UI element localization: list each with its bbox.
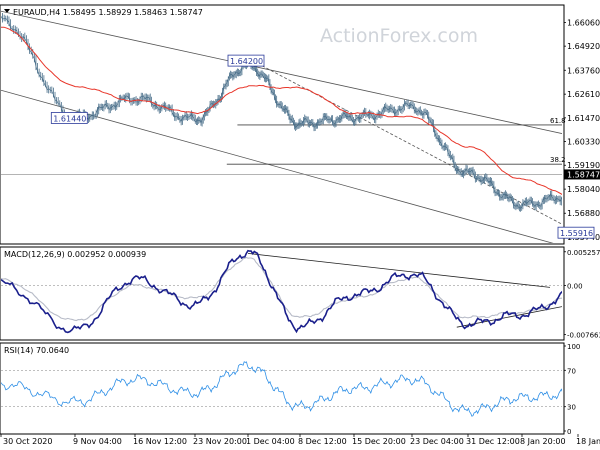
price-axis-label: 1.64920 xyxy=(567,42,600,51)
current-price-label: 1.58747 xyxy=(567,170,600,179)
time-axis-label: 16 Nov 12:00 xyxy=(133,437,187,446)
price-annotation-label: 1.64200 xyxy=(230,57,263,66)
watermark: ActionForex.com xyxy=(320,25,478,47)
price-axis-label: 1.61470 xyxy=(567,114,600,123)
price-axis-label: 1.58040 xyxy=(567,185,600,194)
macd-upper-trend-line xyxy=(247,253,551,288)
time-axis-label: 31 Dec 12:00 xyxy=(466,437,520,446)
time-axis-label: 23 Nov 20:00 xyxy=(193,437,247,446)
macd-line xyxy=(1,249,562,334)
rsi-axis-label: 0 xyxy=(567,428,571,436)
price-annotation-box xyxy=(557,226,595,239)
price-annotation-box xyxy=(227,54,265,67)
rsi-line xyxy=(1,361,562,417)
rsi-axis-label: 30 xyxy=(567,404,576,412)
price-axis-label: 1.60330 xyxy=(567,138,600,147)
time-axis-label: 30 Oct 2020 xyxy=(3,437,52,446)
main-title: EURAUD,H4 1.58495 1.58929 1.58463 1.5874… xyxy=(13,8,203,17)
price-axis-label: 1.62610 xyxy=(567,90,600,99)
macd-panel-frame xyxy=(0,246,565,341)
main-plot xyxy=(1,10,562,243)
moving-average-line xyxy=(1,26,562,195)
price-axis-label: 1.63760 xyxy=(567,66,600,75)
price-axis-label: 1.66060 xyxy=(567,18,600,27)
price-annotation-box xyxy=(50,112,88,124)
main-panel-frame xyxy=(0,4,565,245)
time-axis-label: 9 Nov 04:00 xyxy=(73,437,122,446)
fib-label: 61.8 xyxy=(550,117,566,125)
macd-plot xyxy=(1,249,562,334)
macd-axis-label: -0.007663 xyxy=(567,332,600,340)
rsi-axis-label: 70 xyxy=(567,367,576,375)
price-axis-label: 1.56880 xyxy=(567,209,600,218)
time-axis-label: 18 Jan 04:00 xyxy=(576,437,600,446)
time-axis-label: 1 Dec 04:00 xyxy=(246,437,295,446)
rsi-panel-frame xyxy=(0,342,565,435)
rsi-plot xyxy=(1,361,562,417)
collapse-triangle-icon[interactable] xyxy=(4,9,10,13)
price-annotation-label: 1.61440 xyxy=(53,114,86,123)
macd-signal-line xyxy=(1,256,562,322)
time-axis-label: 8 Dec 12:00 xyxy=(298,437,347,446)
rsi-axis-label: 100 xyxy=(567,343,580,351)
time-axis-label: 8 Jan 20:00 xyxy=(520,437,566,446)
macd-title: MACD(12,26,9) 0.002952 0.000939 xyxy=(4,250,146,259)
price-axis-label: 1.59190 xyxy=(567,161,600,170)
macd-axis-label: 0.00 xyxy=(567,282,583,290)
annotations: 1.64200 1.61440 1.55916 61.8 38.2 xyxy=(50,54,595,239)
macd-axis-label: 0.005257 xyxy=(567,249,600,257)
price-annotation-label: 1.55916 xyxy=(560,229,593,238)
current-price-box xyxy=(564,169,600,180)
axes: 1.66060 1.64920 1.63760 1.62610 1.61470 1.603… xyxy=(0,18,600,446)
price-series-line xyxy=(1,16,562,209)
fib-label: 38.2 xyxy=(550,156,566,164)
time-axis-label: 23 Dec 04:00 xyxy=(410,437,464,446)
time-axis-label: 15 Dec 20:00 xyxy=(352,437,406,446)
rsi-title: RSI(14) 70.0640 xyxy=(4,346,69,355)
channel-upper-line xyxy=(1,10,562,135)
price-bars xyxy=(2,12,562,212)
